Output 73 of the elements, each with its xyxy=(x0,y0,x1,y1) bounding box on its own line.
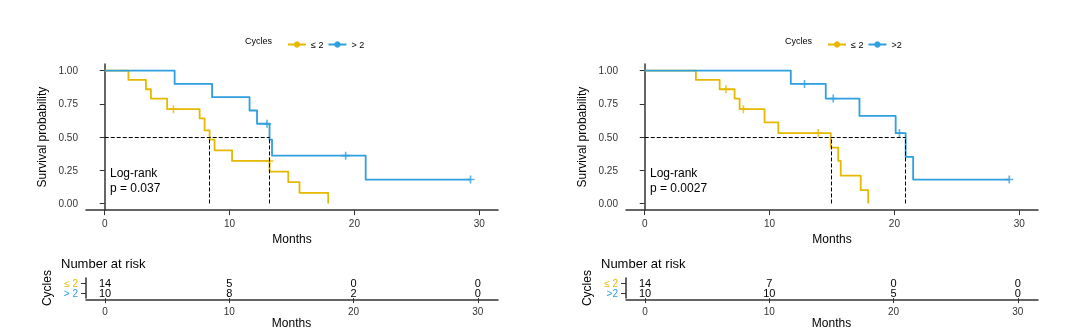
x-tick-label: 0 xyxy=(102,305,109,317)
data-label: 5 xyxy=(890,287,897,300)
x-tick-label: 30 xyxy=(472,305,484,317)
y-axis-title: Survival probability xyxy=(574,86,589,188)
chart-title: Number at risk xyxy=(61,256,147,271)
y-axis-title: Cycles xyxy=(580,270,595,307)
y-tick-label: 0.75 xyxy=(58,98,79,110)
y-tick-label: >2 xyxy=(606,287,619,299)
data-label: 5 xyxy=(226,277,233,290)
data-label: 7 xyxy=(766,277,773,290)
data-label: 8 xyxy=(226,287,233,300)
data-label: 0 xyxy=(474,287,481,300)
point xyxy=(800,79,809,88)
legend-label: > 2 xyxy=(351,39,365,50)
data-label: 2 xyxy=(350,287,357,300)
x-axis-title: Months xyxy=(812,232,852,246)
y-axis-title: Survival probability xyxy=(34,86,49,188)
legend-label: ≤ 2 xyxy=(851,39,864,50)
y-tick-label: 0.50 xyxy=(58,131,79,143)
y-tick-label: 0.00 xyxy=(58,197,79,209)
y-tick-label: 0.25 xyxy=(58,164,79,176)
y-tick-label: ≤ 2 xyxy=(64,277,79,289)
data-label: 10 xyxy=(639,287,652,300)
data-label: 0 xyxy=(474,277,481,290)
y-tick-label: 0.00 xyxy=(598,197,619,209)
x-tick-label: 20 xyxy=(888,217,901,229)
legend-title: Cycles xyxy=(785,35,813,46)
y-tick-label: 1.00 xyxy=(598,65,619,77)
legend-label: >2 xyxy=(891,39,902,50)
point xyxy=(721,85,730,94)
x-tick-label: 0 xyxy=(641,217,648,229)
data-label: 0 xyxy=(1014,277,1021,290)
x-axis-title: Months xyxy=(272,232,312,246)
x-tick-label: 0 xyxy=(101,217,108,229)
point xyxy=(895,129,904,138)
x-tick-label: 0 xyxy=(642,305,649,317)
point xyxy=(169,105,178,114)
y-tick-label: 0.25 xyxy=(598,164,619,176)
y-tick-label: 0.75 xyxy=(598,98,619,110)
legend-title: Cycles xyxy=(245,35,273,46)
x-tick-label: 10 xyxy=(764,217,776,229)
y-tick-label: 1.00 xyxy=(58,65,79,77)
data-label: 14 xyxy=(99,277,112,290)
point xyxy=(739,105,748,114)
legend-label: ≤ 2 xyxy=(311,39,324,50)
point xyxy=(814,129,823,138)
y-axis-title: Cycles xyxy=(39,270,54,307)
annotation: Log-rank p = 0.037 xyxy=(110,165,161,195)
point xyxy=(1005,175,1014,184)
x-axis-title: Months xyxy=(811,316,852,330)
y-tick-label: > 2 xyxy=(63,287,79,299)
point xyxy=(263,119,272,128)
x-tick-label: 10 xyxy=(224,217,236,229)
data-label: 10 xyxy=(99,287,112,300)
x-tick-label: 30 xyxy=(1012,305,1024,317)
chart-title: Number at risk xyxy=(601,256,687,271)
x-tick-label: 30 xyxy=(473,217,486,229)
x-tick-label: 20 xyxy=(348,217,361,229)
data-label: 14 xyxy=(639,277,652,290)
data-label: 0 xyxy=(890,277,897,290)
data-label: 10 xyxy=(763,287,776,300)
x-tick-label: 10 xyxy=(223,305,236,317)
point xyxy=(829,94,838,103)
x-tick-label: 10 xyxy=(763,305,776,317)
y-tick-label: 0.50 xyxy=(598,131,619,143)
y-tick-label: ≤ 2 xyxy=(604,277,619,289)
x-tick-label: 20 xyxy=(348,305,360,317)
x-tick-label: 30 xyxy=(1013,217,1026,229)
x-tick-label: 20 xyxy=(888,305,900,317)
x-axis-title: Months xyxy=(271,316,312,330)
data-label: 0 xyxy=(1014,287,1021,300)
annotation: Log-rank p = 0.0027 xyxy=(650,165,708,195)
data-label: 0 xyxy=(350,277,357,290)
